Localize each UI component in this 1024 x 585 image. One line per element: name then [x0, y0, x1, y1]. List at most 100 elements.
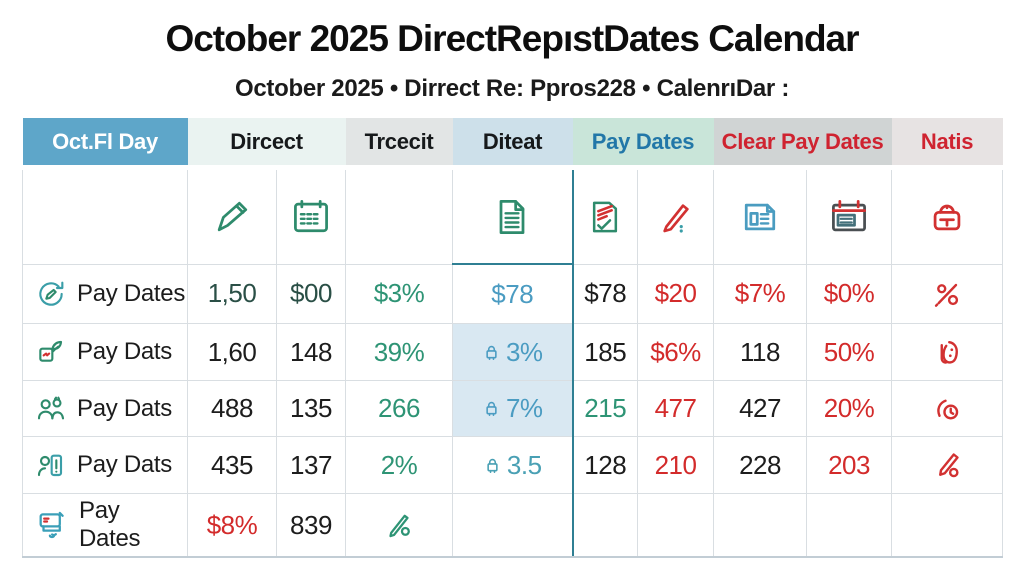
- cell-icon: [891, 436, 1004, 494]
- cell: 210: [636, 436, 715, 494]
- cell: 148: [276, 323, 346, 381]
- header-diteat: Diteat: [452, 118, 573, 170]
- cell: 39%: [345, 323, 453, 381]
- cell: 3.5: [452, 436, 574, 494]
- green-pen-circle-icon: [382, 508, 416, 542]
- cell: 228: [713, 436, 808, 494]
- cell: $78: [572, 263, 638, 324]
- cell: $20: [636, 263, 715, 324]
- table-row: Pay Dats 435 137 2% 3.5: [22, 436, 1004, 494]
- row-label-cell: Pay Dats: [22, 436, 188, 494]
- people-icon: [35, 393, 67, 425]
- table-row: Pay Dats 1,60 148 39% 3%: [22, 323, 1004, 381]
- cell-empty: [891, 493, 1004, 558]
- cell: 2%: [345, 436, 453, 494]
- header-clear-pay-dates: Clear Pay Dates: [713, 118, 892, 170]
- icon-cell: [452, 167, 574, 265]
- calendar-icon: [289, 195, 333, 239]
- lock-bag-icon: [925, 195, 969, 239]
- header-trcecit: Trcecit: [345, 118, 453, 170]
- cell-empty: [452, 493, 574, 558]
- row-label: Pay Dates: [79, 497, 141, 552]
- cell: 137: [276, 436, 346, 494]
- page-title: October 2025 DirectRepıstDates Calendar: [165, 18, 859, 59]
- icon-cell: [636, 167, 715, 265]
- cell-icon: [891, 323, 1004, 381]
- card-leaf-icon: [35, 336, 67, 368]
- cell-value: 3%: [505, 336, 543, 367]
- header-dircect: Dircect: [187, 118, 346, 170]
- cell: 266: [345, 380, 453, 437]
- cell: 435: [187, 436, 277, 494]
- header-row: Oct.Fl Day Dircect Trcecit Diteat Pay Da…: [22, 118, 1003, 170]
- table-row: Pay Dates $8% 839: [22, 493, 1004, 558]
- table-row: Pay Dates 1,50 $00 $3% $78 $78 $20 $7% $…: [22, 263, 1004, 324]
- cell: 50%: [806, 323, 893, 381]
- printer-icon: [35, 508, 69, 542]
- row-label: Pay Dats: [77, 338, 172, 365]
- cell-highlighted: 3%: [452, 323, 574, 381]
- icon-cell: [572, 167, 638, 265]
- lock-icon: [482, 343, 501, 362]
- cell: 185: [572, 323, 638, 381]
- pen-circle-icon: [929, 447, 965, 483]
- header-pay-dates: Pay Dates: [572, 118, 714, 170]
- cell-highlighted: 7%: [452, 380, 574, 437]
- lock-icon: [483, 456, 502, 475]
- page-subtitle: October 2025 • Dirrect Re: Ppros228 • Ca…: [234, 75, 790, 102]
- cell: 1,60: [187, 323, 277, 381]
- cell: 839: [276, 493, 346, 558]
- icon-row-empty-cell: [22, 167, 188, 265]
- icon-cell: [891, 167, 1004, 265]
- header-natis: Natis: [891, 118, 1003, 170]
- icon-row: [22, 167, 1004, 265]
- icon-cell: [187, 167, 277, 265]
- cell-empty: [572, 493, 638, 558]
- icon-cell: [713, 167, 808, 265]
- cell: 215: [572, 380, 638, 437]
- calendar-table: Oct.Fl Day Dircect Trcecit Diteat Pay Da…: [22, 118, 1004, 558]
- row-label-cell: Pay Dats: [22, 380, 188, 437]
- cell: 128: [572, 436, 638, 494]
- clock-icon: [929, 391, 965, 427]
- row-label: Pay Dats: [77, 451, 172, 478]
- row-label: Pay Dates: [77, 279, 186, 307]
- table-row: Pay Dats 488 135 266 7%: [22, 380, 1004, 437]
- cell: $7%: [713, 263, 808, 324]
- cell: $6%: [636, 323, 715, 381]
- cell-empty: [806, 493, 893, 558]
- icon-cell-empty: [345, 167, 453, 265]
- row-label-cell: Pay Dates: [22, 493, 188, 558]
- percent-pen-icon: [929, 276, 965, 312]
- checklist-icon: [585, 197, 625, 237]
- newspaper-icon: [738, 195, 782, 239]
- red-pencil-icon: [655, 196, 697, 238]
- refresh-pencil-icon: [35, 278, 67, 310]
- calendar-grid-icon: [827, 195, 871, 239]
- cell: $8%: [187, 493, 277, 558]
- cell-icon: [891, 380, 1004, 437]
- lock-icon: [482, 399, 501, 418]
- row-label-cell: Pay Dates: [22, 263, 188, 324]
- cell: $3%: [345, 263, 453, 324]
- cell: 203: [806, 436, 893, 494]
- document-icon: [490, 195, 534, 239]
- cell: 20%: [806, 380, 893, 437]
- cell: 135: [276, 380, 346, 437]
- pen-icon: [210, 195, 254, 239]
- doodle-dots-icon: [929, 334, 965, 370]
- cell: 118: [713, 323, 808, 381]
- cell: 488: [187, 380, 277, 437]
- row-label: Pay Dats: [77, 394, 172, 422]
- cell-empty: [713, 493, 808, 558]
- cell: 1,50: [187, 263, 277, 324]
- cell-value: 3.5: [506, 449, 542, 480]
- person-card-icon: [35, 449, 67, 481]
- cell-icon: [891, 263, 1004, 324]
- cell-empty: [636, 493, 715, 558]
- cell-icon: [345, 493, 453, 558]
- row-label-cell: Pay Dats: [22, 323, 188, 381]
- cell-value: 7%: [505, 393, 543, 423]
- cell: $78: [452, 263, 574, 324]
